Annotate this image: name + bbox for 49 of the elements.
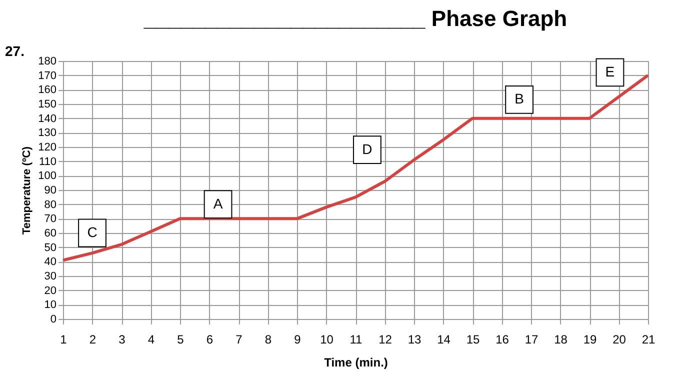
annotation: D	[362, 140, 372, 157]
y-tick-label: 80	[44, 198, 56, 211]
y-tick-label: 100	[38, 170, 56, 182]
x-tick-label: 3	[118, 332, 126, 346]
x-tick-label: 5	[177, 332, 184, 346]
x-tick-label: 1	[60, 332, 68, 346]
x-tick-label: 6	[206, 332, 214, 346]
y-tick-label: 170	[38, 70, 56, 82]
x-axis-title: Time (min.)	[324, 356, 388, 370]
y-tick-label: 160	[38, 84, 56, 96]
y-tick-label: 30	[44, 270, 56, 282]
y-tick-label: 150	[38, 98, 56, 110]
x-tick-label: 15	[466, 332, 480, 346]
x-tick-label: 19	[583, 332, 597, 346]
x-tick-label: 8	[264, 332, 272, 346]
y-tick-label: 110	[38, 156, 56, 168]
y-tick-label: 120	[38, 142, 56, 154]
x-tick-label: 16	[496, 332, 510, 346]
x-tick-label: 7	[236, 332, 243, 346]
y-tick-label: 20	[44, 284, 56, 297]
y-tick-label: 50	[44, 242, 56, 254]
x-tick-label: 18	[554, 332, 568, 346]
annotation: A	[213, 195, 224, 212]
y-axis-title: Temperature (ºC)	[21, 146, 34, 235]
y-tick-label: 130	[38, 127, 56, 140]
x-tick-label: 13	[408, 332, 422, 346]
x-tick-label: 21	[642, 332, 656, 346]
annotation: B	[514, 90, 524, 107]
y-tick-label: 40	[44, 256, 56, 268]
x-tick-label: 11	[350, 332, 363, 346]
y-tick-label: 70	[44, 213, 56, 226]
x-tick-label: 2	[89, 332, 96, 346]
y-tick-label: 60	[44, 228, 56, 240]
annotation: E	[605, 63, 615, 80]
x-tick-label: 17	[524, 332, 538, 346]
y-tick-label: 140	[38, 112, 56, 125]
y-tick-label: 0	[50, 314, 56, 326]
y-tick-label: 90	[44, 184, 56, 196]
annotation: C	[87, 224, 98, 240]
y-tick-label: 10	[44, 299, 56, 312]
x-tick-label: 4	[148, 332, 155, 346]
x-tick-label: 20	[612, 332, 626, 346]
x-tick-label: 9	[294, 332, 302, 346]
x-tick-label: 14	[437, 332, 451, 346]
x-tick-label: 10	[320, 332, 334, 346]
x-tick-label: 12	[378, 332, 392, 346]
y-tick-label: 180	[38, 56, 56, 68]
text: 27.	[5, 43, 24, 59]
chart-title: _______________________ Phase Graph	[142, 6, 568, 31]
